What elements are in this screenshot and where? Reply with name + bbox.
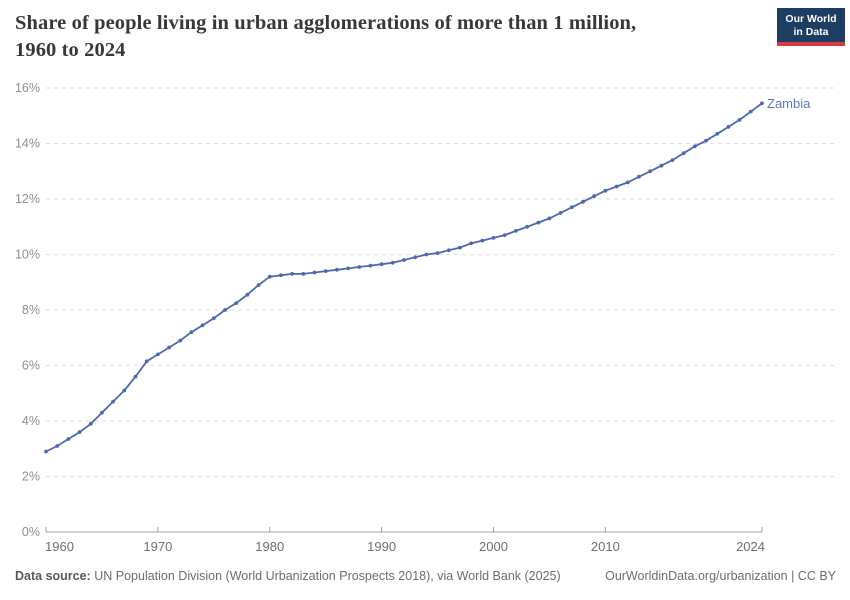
footer-citation-link[interactable]: OurWorldinData.org/urbanization | CC BY (605, 569, 836, 583)
y-axis-label: 12% (15, 192, 40, 206)
y-axis-label: 16% (15, 81, 40, 95)
data-point[interactable] (413, 255, 418, 260)
data-point[interactable] (715, 131, 720, 136)
data-source-text: UN Population Division (World Urbanizati… (94, 569, 561, 583)
data-point[interactable] (592, 194, 597, 199)
y-axis-label: 6% (22, 359, 40, 373)
data-point[interactable] (435, 251, 440, 256)
series-line-zambia[interactable] (45, 102, 763, 453)
logo-text-line-1: Our World (785, 13, 837, 25)
data-point[interactable] (390, 260, 395, 265)
x-axis-label: 1960 (45, 539, 74, 554)
data-point[interactable] (491, 236, 496, 240)
data-point[interactable] (514, 229, 518, 233)
y-axis-label: 8% (22, 303, 40, 317)
data-point[interactable] (279, 273, 283, 278)
data-point[interactable] (301, 272, 306, 276)
data-point[interactable] (681, 151, 686, 156)
data-point[interactable] (211, 316, 216, 321)
logo-text-line-2: in Data (793, 25, 829, 38)
x-axis-label: 2024 (736, 539, 765, 554)
data-point[interactable] (760, 101, 764, 106)
x-axis-label: 2000 (479, 539, 508, 554)
data-point[interactable] (480, 238, 485, 243)
data-point[interactable] (569, 205, 574, 210)
data-point[interactable] (312, 270, 317, 275)
data-point[interactable] (424, 252, 429, 257)
data-point[interactable] (290, 272, 294, 276)
data-point[interactable] (144, 359, 149, 364)
x-axis-label: 1990 (367, 539, 396, 554)
data-point[interactable] (156, 352, 160, 357)
title-line-2: 1960 to 2024 (15, 39, 126, 61)
data-point[interactable] (200, 323, 205, 328)
data-point[interactable] (748, 109, 753, 114)
data-point[interactable] (458, 245, 462, 250)
y-axis-label: 4% (22, 414, 40, 428)
data-point[interactable] (536, 220, 541, 225)
data-source-note: Data source: UN Population Division (Wor… (15, 569, 561, 583)
data-point[interactable] (122, 388, 127, 393)
y-axis-label: 14% (15, 137, 40, 151)
entity-label[interactable]: Zambia (767, 96, 811, 111)
data-point[interactable] (469, 241, 473, 246)
data-point[interactable] (637, 174, 641, 179)
line-chart-canvas[interactable]: 0% 2% 4% 6% 8% 10% 12% 14% 16% 1960 1970 1980 1990 20… (0, 68, 850, 565)
data-point[interactable] (648, 169, 652, 174)
data-point[interactable] (111, 399, 115, 404)
data-point[interactable] (357, 265, 362, 269)
data-point[interactable] (256, 283, 261, 287)
data-point[interactable] (368, 263, 373, 268)
data-point[interactable] (335, 267, 339, 272)
data-point[interactable] (726, 125, 731, 129)
data-point[interactable] (547, 216, 552, 221)
data-point[interactable] (66, 437, 71, 441)
data-point[interactable] (133, 374, 138, 379)
x-axis-label: 2010 (591, 539, 620, 554)
data-point[interactable] (502, 233, 507, 238)
data-point[interactable] (44, 449, 48, 454)
data-point[interactable] (346, 266, 350, 271)
data-point[interactable] (704, 138, 708, 143)
data-point[interactable] (223, 308, 227, 312)
data-source-label: Data source: (15, 569, 91, 583)
data-point[interactable] (402, 258, 406, 262)
data-point[interactable] (525, 224, 529, 229)
data-point[interactable] (245, 292, 250, 297)
data-point[interactable] (625, 180, 630, 185)
data-point[interactable] (603, 188, 608, 193)
data-point[interactable] (178, 338, 183, 343)
data-point[interactable] (693, 144, 697, 149)
data-point[interactable] (670, 158, 675, 162)
y-axis-label: 0% (22, 525, 40, 539)
data-point[interactable] (88, 421, 93, 426)
title-line-1: Share of people living in urban agglomer… (15, 12, 637, 34)
data-point[interactable] (614, 184, 619, 189)
data-point[interactable] (77, 430, 82, 434)
owid-logo[interactable]: Our World in Data (777, 8, 845, 46)
page-title: Share of people living in urban agglomer… (15, 10, 760, 64)
x-axis-label: 1980 (255, 539, 284, 554)
data-point[interactable] (100, 410, 104, 415)
data-point[interactable] (558, 211, 563, 215)
data-point[interactable] (267, 274, 272, 279)
data-point[interactable] (189, 330, 194, 335)
data-point[interactable] (234, 301, 239, 305)
data-point[interactable] (323, 269, 328, 273)
data-point[interactable] (379, 262, 384, 267)
data-point[interactable] (446, 248, 451, 253)
y-axis-label: 10% (15, 248, 40, 262)
y-axis-label: 2% (22, 470, 40, 484)
data-point[interactable] (737, 118, 742, 122)
data-point[interactable] (659, 163, 664, 168)
x-axis-label: 1970 (143, 539, 172, 554)
data-point[interactable] (167, 345, 172, 350)
data-point[interactable] (55, 444, 60, 448)
data-point[interactable] (581, 199, 585, 204)
